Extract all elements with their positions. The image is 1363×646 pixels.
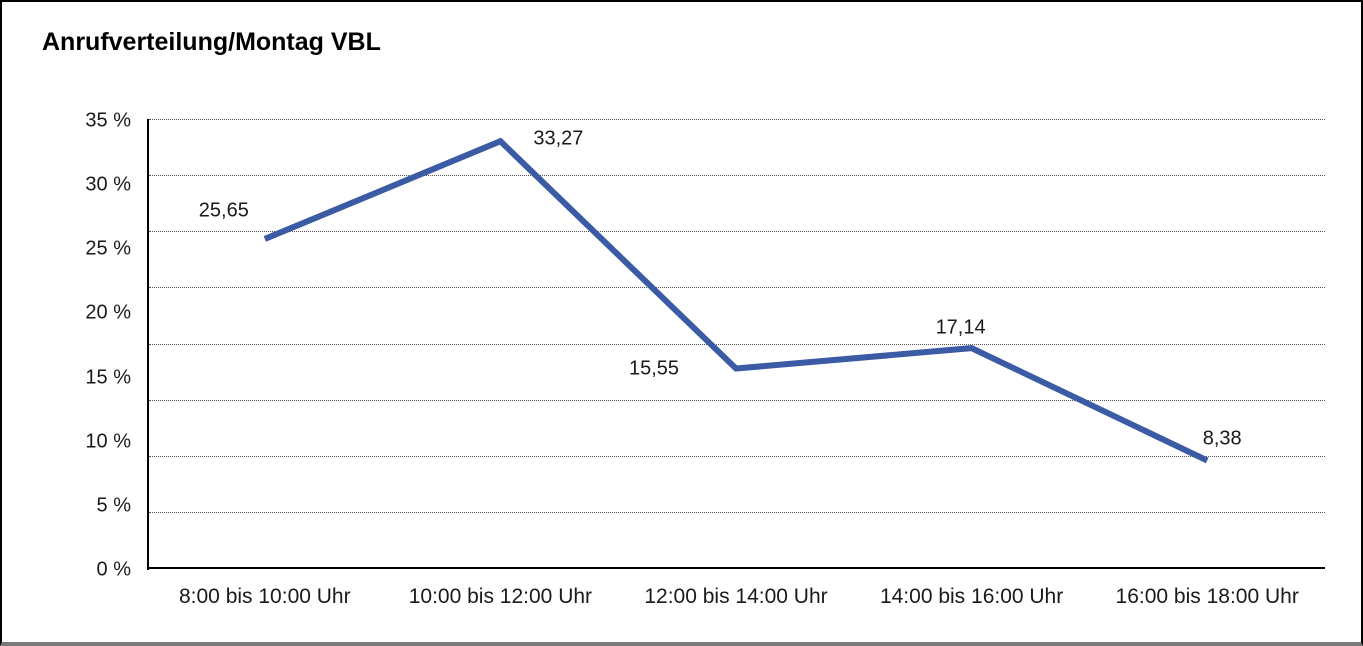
x-tick-label: 10:00 bis 12:00 Uhr [408,585,593,608]
y-gridline [149,399,1325,401]
y-gridline [149,455,1325,457]
y-tick-label: 20 % [85,301,131,324]
y-gridline [149,231,1325,233]
data-point-label: 25,65 [198,199,249,222]
x-tick-label: 8:00 bis 10:00 Uhr [178,585,351,608]
y-axis-line [147,119,149,570]
x-tick-label: 16:00 bis 18:00 Uhr [1115,585,1299,608]
y-tick-label: 30 % [85,173,131,196]
series-line [263,137,1209,464]
y-gridline [149,343,1325,345]
data-point-label: 8,38 [1202,427,1242,450]
y-tick-label: 10 % [85,430,131,453]
x-axis-line [147,567,1325,569]
chart-title: Anrufverteilung/Montag VBL [42,28,381,56]
data-point-label: 33,27 [533,127,584,150]
y-gridline [149,511,1325,513]
y-tick-label: 0 % [96,558,131,581]
y-gridline [149,175,1325,177]
y-tick-label: 35 % [85,109,131,132]
y-tick-label: 25 % [85,237,131,260]
y-tick-label: 5 % [96,494,131,517]
y-gridline [149,119,1325,120]
data-point-label: 15,55 [628,357,680,380]
y-tick-label: 15 % [85,366,131,389]
series-plot [263,137,1209,464]
x-tick-label: 14:00 bis 16:00 Uhr [879,585,1064,608]
x-tick-label: 12:00 bis 14:00 Uhr [644,585,828,608]
data-point-label: 17,14 [935,316,986,339]
y-gridline [149,287,1325,289]
